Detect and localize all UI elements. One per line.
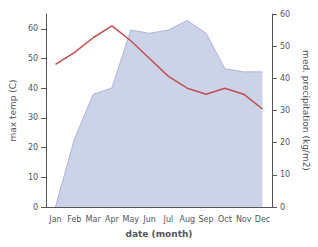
svg-text:10: 10 [28, 173, 38, 182]
svg-text:Jul: Jul [163, 215, 174, 224]
svg-text:0: 0 [33, 203, 38, 212]
svg-text:Oct: Oct [218, 215, 232, 224]
svg-text:Apr: Apr [105, 215, 120, 224]
svg-text:20: 20 [28, 143, 38, 152]
svg-text:Sep: Sep [199, 215, 214, 224]
svg-text:Jan: Jan [48, 215, 61, 224]
svg-text:Aug: Aug [179, 215, 195, 224]
svg-text:0: 0 [280, 203, 285, 212]
svg-text:Dec: Dec [255, 215, 270, 224]
svg-text:60: 60 [28, 24, 38, 33]
svg-text:Mar: Mar [86, 215, 102, 224]
svg-text:60: 60 [280, 10, 290, 19]
svg-text:Jun: Jun [142, 215, 156, 224]
svg-text:50: 50 [28, 54, 38, 63]
svg-text:20: 20 [280, 138, 290, 147]
svg-text:30: 30 [28, 113, 38, 122]
svg-text:40: 40 [28, 84, 38, 93]
svg-text:10: 10 [280, 170, 290, 179]
svg-text:30: 30 [280, 106, 290, 115]
svg-text:date (month): date (month) [126, 229, 193, 239]
svg-text:40: 40 [280, 74, 290, 83]
svg-text:Nov: Nov [236, 215, 252, 224]
svg-text:med. precipitation (kg/m2): med. precipitation (kg/m2) [301, 50, 311, 171]
svg-text:50: 50 [280, 42, 290, 51]
svg-text:May: May [122, 215, 139, 224]
svg-text:Feb: Feb [67, 215, 81, 224]
svg-text:max temp (C): max temp (C) [8, 79, 18, 141]
